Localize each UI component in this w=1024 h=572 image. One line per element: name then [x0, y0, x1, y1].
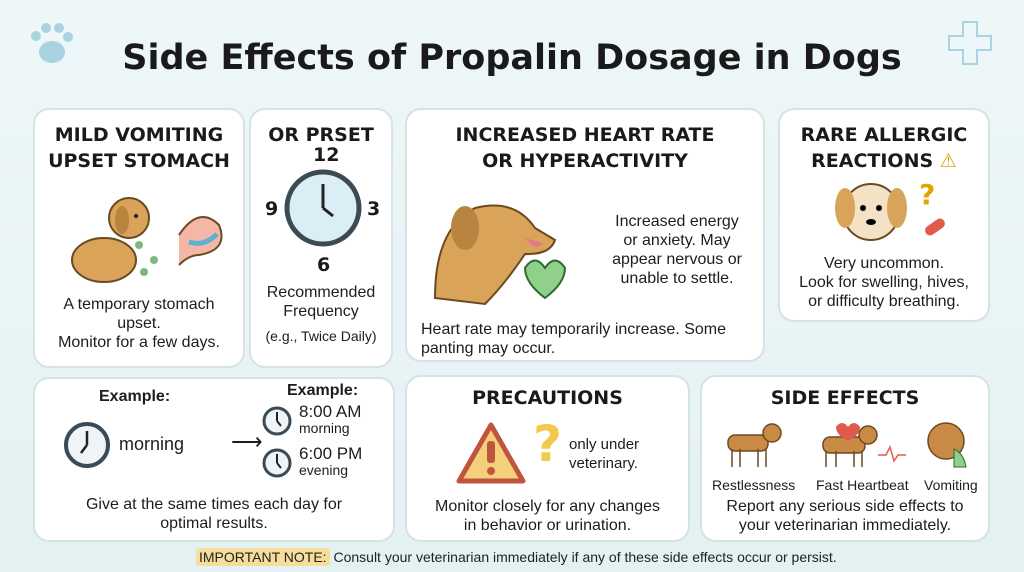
description-text: Very uncommon. — [823, 255, 945, 272]
heart-rate-bottom-text: Heart rate may temporarily increase. Som… — [421, 321, 726, 357]
page-title: Side Effects of Propalin Dosage in Dogs — [122, 38, 902, 78]
description-text: upset. — [117, 315, 161, 332]
time-entry: 8:00 AM morning — [299, 402, 362, 436]
clock-number: 6 — [317, 254, 331, 276]
side-effect-label: Restlessness — [712, 477, 796, 493]
clock-icon: 12 3 6 9 — [251, 144, 391, 283]
example-schedule-card: Example: morning ⟶ Example: 8:00 AM morni… — [33, 377, 395, 542]
card-heading: INCREASED HEART RATE — [455, 124, 715, 146]
frequency-label: Recommended — [266, 284, 376, 301]
card-heading: OR PRSET — [268, 124, 374, 146]
card-heading: OR HYPERACTIVITY — [482, 150, 688, 172]
side-effects-card: SIDE EFFECTS Restlessness Fast Heartbeat… — [700, 375, 990, 542]
example-label: Example: — [287, 382, 359, 399]
example-label: Example: — [99, 388, 171, 405]
frequency-example: (e.g., Twice Daily) — [265, 328, 377, 344]
side-effects-dogs-illustration — [727, 422, 967, 468]
panting-dog-heart-illustration — [433, 204, 567, 306]
card-heading: MILD VOMITING — [54, 124, 224, 146]
clock-icon — [262, 448, 292, 478]
dog-face-illustration: ? — [835, 178, 945, 241]
precautions-card: PRECAUTIONS ? only under veterinary. Moni… — [405, 375, 690, 542]
frequency-card: OR PRSET 12 3 6 9 Recommended Frequency … — [249, 108, 393, 368]
card-heading: RARE ALLERGIC — [800, 124, 968, 146]
card-heading: PRECAUTIONS — [472, 387, 623, 409]
precautions-side-text: only under veterinary. — [569, 436, 640, 472]
description-text: or difficulty breathing. — [808, 293, 960, 310]
dog-stomach-illustration — [71, 197, 223, 283]
side-effects-text: Report any serious side effects to your v… — [726, 498, 964, 534]
example-text: Give at the same times each day for optim… — [85, 496, 343, 532]
mild-vomiting-card: MILD VOMITING UPSET STOMACH A temporary … — [33, 108, 245, 368]
heart-rate-card: INCREASED HEART RATE OR HYPERACTIVITY In… — [405, 108, 765, 362]
svg-text:?: ? — [919, 178, 935, 211]
question-mark-icon: ? — [533, 415, 563, 473]
medical-cross-icon — [948, 21, 992, 65]
example-time: morning — [119, 434, 185, 454]
note-label: IMPORTANT NOTE: — [196, 548, 330, 566]
precautions-text: Monitor closely for any changes in behavi… — [435, 498, 660, 534]
card-heading: SIDE EFFECTS — [770, 387, 920, 409]
description-text: Monitor for a few days. — [58, 334, 220, 351]
card-heading: UPSET STOMACH — [48, 150, 230, 172]
clock-icon — [262, 406, 292, 436]
warning-icon — [456, 422, 526, 484]
description-text: Look for swelling, hives, — [799, 274, 969, 291]
allergic-reactions-card: RARE ALLERGIC REACTIONS ⚠ ? Very uncommo… — [778, 108, 990, 322]
arrow-icon: ⟶ — [231, 429, 263, 454]
important-note: IMPORTANT NOTE: Consult your veterinaria… — [196, 548, 837, 566]
clock-number: 12 — [313, 144, 340, 166]
description-text: A temporary stomach — [63, 296, 215, 313]
clock-icon — [64, 422, 110, 468]
side-effect-label: Fast Heartbeat — [816, 477, 909, 493]
side-effect-label: Vomiting — [924, 477, 978, 493]
heart-rate-side-text: Increased energy or anxiety. May appear ne… — [612, 213, 742, 287]
clock-number: 9 — [265, 198, 279, 220]
card-heading: REACTIONS — [811, 150, 934, 172]
frequency-label: Frequency — [283, 303, 359, 320]
warning-icon: ⚠ — [939, 150, 957, 172]
paw-print-icon — [31, 23, 73, 63]
time-entry: 6:00 PM evening — [299, 444, 363, 478]
clock-number: 3 — [367, 198, 381, 220]
note-text: Consult your veterinarian immediately if… — [333, 549, 837, 565]
